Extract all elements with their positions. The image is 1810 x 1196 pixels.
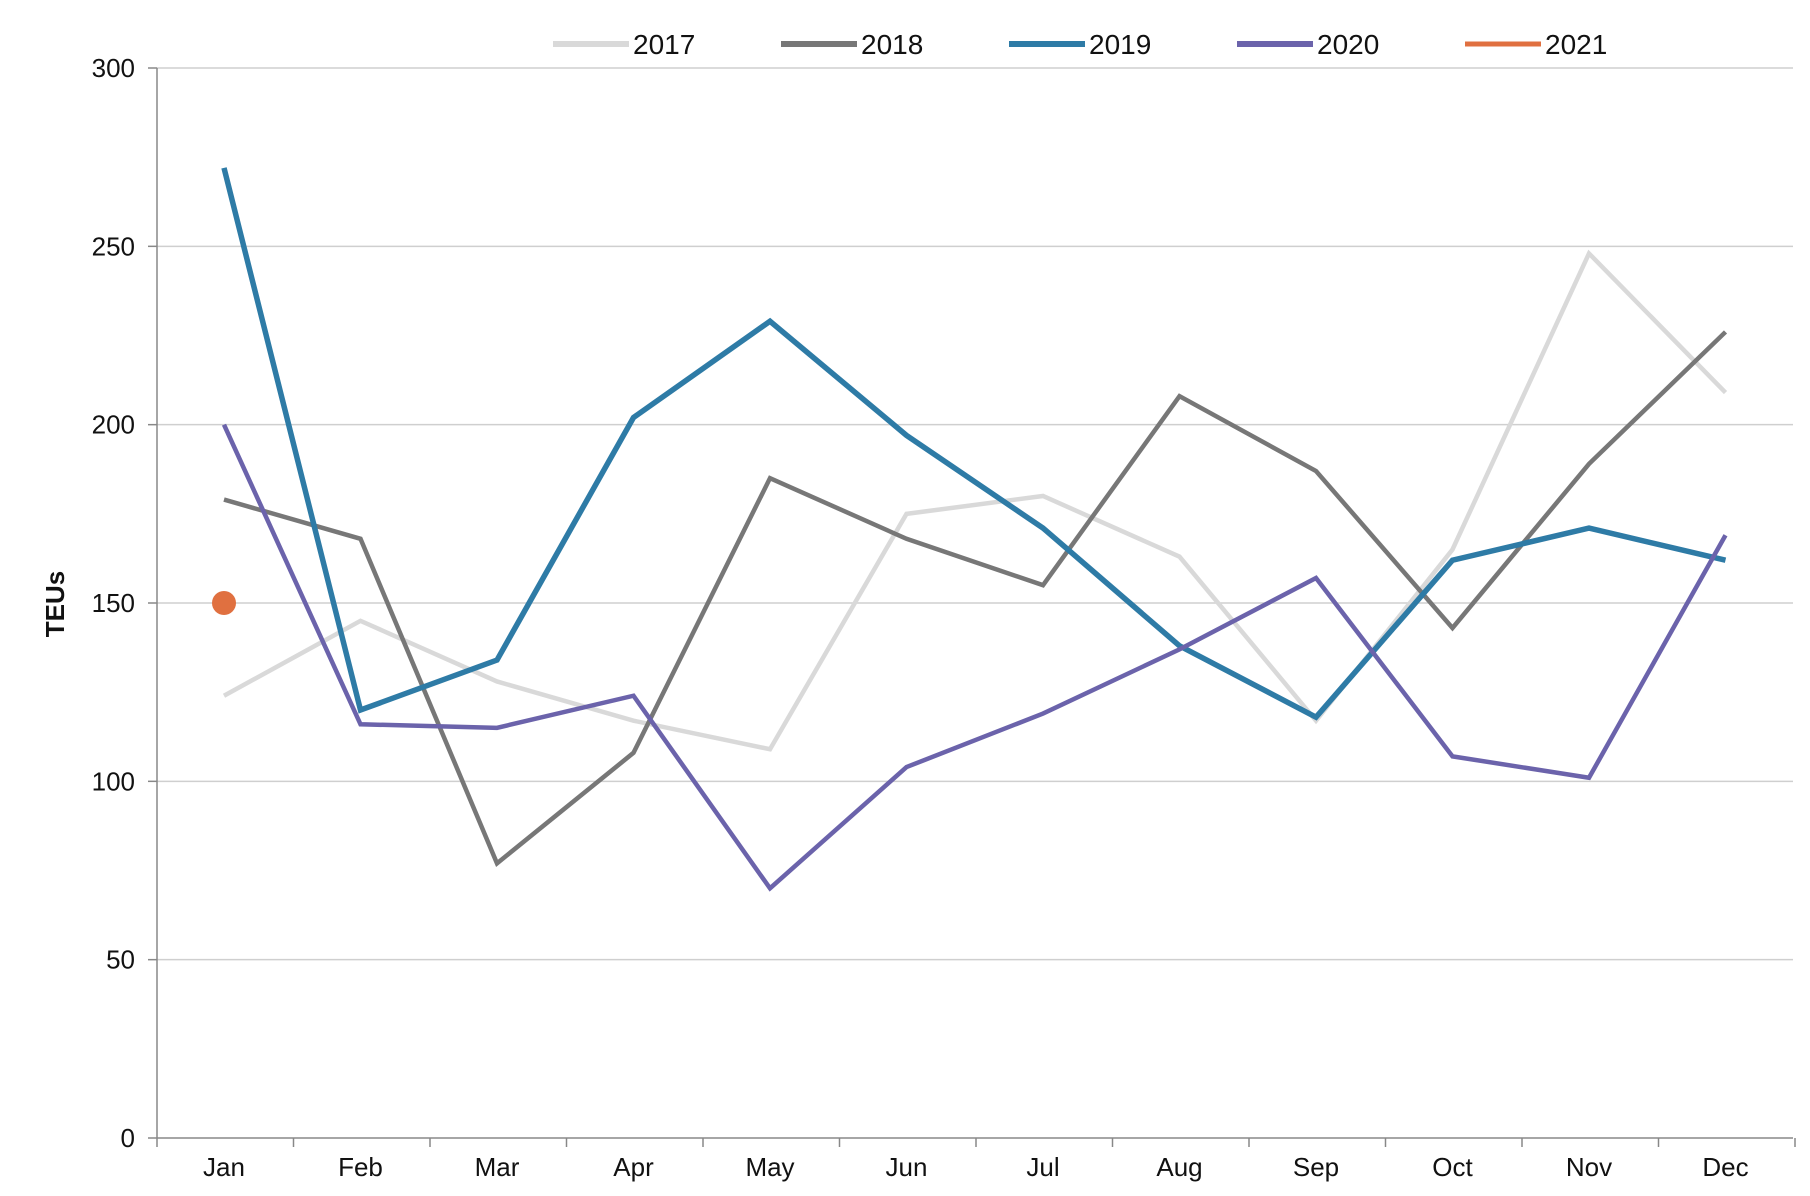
x-tick-label: Sep [1293,1152,1339,1182]
x-tick-label: Nov [1566,1152,1612,1182]
y-axis-title: TEUs [40,571,70,637]
gridlines [157,67,1793,961]
series-2020-line [221,423,1728,892]
x-tick-label: Jul [1026,1152,1059,1182]
x-tick-label: Jun [886,1152,928,1182]
legend-label-2017: 2017 [633,29,695,60]
y-tick-label: 100 [92,766,135,796]
y-tick-label: 50 [106,945,135,975]
series-2017-line [222,249,1728,752]
y-tick-label: 250 [92,231,135,261]
axes: 0 50 100 150 200 250 300 Jan Feb Mar Apr May Jun Jul A… [92,53,1796,1182]
legend-label-2019: 2019 [1089,29,1151,60]
legend-label-2021: 2021 [1545,29,1607,60]
series-lines [212,167,1728,892]
x-tick-label: Dec [1702,1152,1748,1182]
series-2018-line [223,330,1728,868]
y-tick-label: 0 [121,1123,135,1153]
y-tick-label: 200 [92,410,135,440]
x-tick-label: Aug [1156,1152,1202,1182]
legend: 2017 2018 2019 2020 2021 [553,29,1607,60]
series-2021-point [212,591,236,615]
legend-label-2020: 2020 [1317,29,1379,60]
y-tick-label: 300 [92,53,135,83]
x-tick-label: Jan [203,1152,245,1182]
legend-label-2018: 2018 [861,29,923,60]
x-tick-label: Mar [475,1152,520,1182]
x-tick-label: May [745,1152,794,1182]
x-tick-label: Feb [338,1152,383,1182]
x-tick-label: Oct [1432,1152,1473,1182]
x-tick-label: Apr [613,1152,654,1182]
y-tick-label: 150 [92,588,135,618]
series-2019-line [221,167,1727,721]
